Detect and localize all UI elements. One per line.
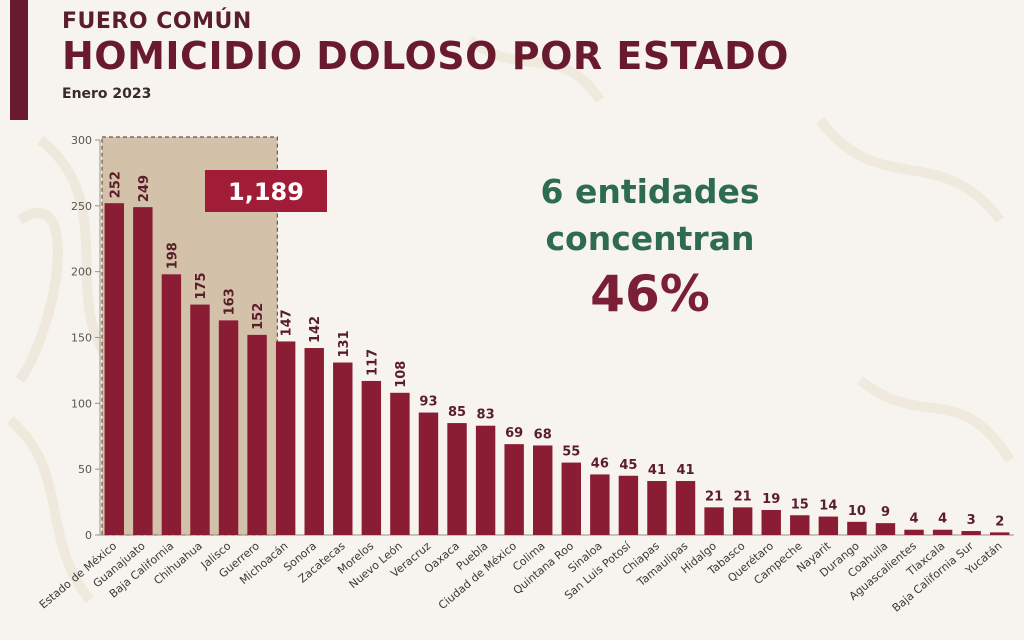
value-label: 108	[394, 361, 409, 388]
period-label: Enero 2023	[62, 86, 152, 102]
value-label: 15	[791, 497, 809, 512]
bar-3	[190, 304, 210, 535]
value-label: 198	[165, 242, 180, 269]
value-label: 249	[137, 175, 152, 202]
value-label: 2	[995, 514, 1004, 529]
value-label: 45	[619, 458, 637, 473]
y-tick-label: 300	[71, 134, 92, 147]
value-label: 21	[734, 489, 752, 504]
value-label: 68	[534, 427, 552, 442]
value-label: 9	[881, 505, 890, 520]
value-label: 3	[967, 513, 976, 528]
bar-6	[275, 341, 296, 535]
total-badge	[205, 170, 327, 212]
value-label: 46	[591, 456, 609, 471]
value-label: 152	[251, 303, 266, 330]
value-label: 147	[280, 309, 295, 336]
bar-9	[361, 380, 382, 535]
bar-22	[732, 507, 753, 535]
bar-30	[961, 531, 981, 535]
page-title: HOMICIDIO DOLOSO POR ESTADO	[62, 34, 789, 78]
header: FUERO COMÚN HOMICIDIO DOLOSO POR ESTADO …	[62, 9, 789, 103]
bar-17	[590, 474, 610, 535]
value-label: 85	[448, 405, 466, 420]
total-badge-label: 1,189	[228, 178, 304, 206]
value-label: 4	[910, 512, 919, 527]
bar-19	[647, 481, 667, 535]
bar-24	[790, 515, 810, 535]
bar-8	[333, 362, 353, 535]
bar-2	[161, 274, 182, 535]
value-label: 55	[562, 445, 580, 460]
bar-0	[104, 203, 124, 535]
y-tick-label: 200	[71, 266, 92, 279]
bar-28	[904, 529, 924, 535]
y-tick-label: 250	[71, 200, 92, 213]
concentration-note: 6 entidades concentran 46%	[500, 168, 800, 324]
value-label: 117	[365, 349, 380, 376]
note-line-1: 6 entidades	[540, 172, 760, 211]
value-label: 41	[676, 463, 694, 478]
bar-15	[533, 445, 553, 535]
bar-13	[475, 425, 496, 535]
bar-29	[932, 529, 953, 535]
y-tick-label: 0	[85, 529, 92, 542]
supertitle: FUERO COMÚN	[62, 9, 252, 34]
value-label: 69	[505, 426, 523, 441]
value-label: 14	[819, 499, 837, 514]
bar-4	[218, 320, 239, 535]
value-label: 41	[648, 463, 666, 478]
note-line-2: concentran	[545, 219, 755, 258]
value-label: 163	[223, 288, 238, 315]
bar-31	[990, 532, 1010, 535]
value-label: 4	[938, 512, 947, 527]
bar-10	[390, 392, 410, 535]
value-label: 83	[477, 408, 495, 423]
bar-11	[418, 412, 439, 535]
bar-18	[618, 475, 639, 535]
value-label: 93	[419, 395, 437, 410]
bar-14	[504, 444, 524, 535]
bar-12	[447, 423, 467, 535]
value-label: 252	[108, 171, 123, 198]
bar-23	[761, 509, 781, 535]
bar-5	[247, 334, 267, 535]
bar-25	[818, 516, 839, 535]
value-label: 175	[194, 272, 209, 299]
note-percent: 46%	[590, 265, 710, 323]
bar-27	[875, 523, 896, 535]
bar-26	[847, 521, 867, 535]
value-label: 19	[762, 492, 780, 507]
bar-21	[704, 507, 724, 535]
bar-7	[304, 348, 324, 535]
bar-20	[675, 481, 696, 535]
value-label: 142	[308, 316, 323, 343]
value-label: 131	[337, 330, 352, 357]
y-tick-label: 150	[71, 332, 92, 345]
accent-bar	[10, 0, 28, 120]
y-tick-label: 50	[78, 463, 92, 476]
value-label: 21	[705, 489, 723, 504]
bar-1	[133, 207, 153, 535]
y-tick-label: 100	[71, 397, 92, 410]
bar-16	[561, 462, 581, 535]
value-label: 10	[848, 504, 866, 519]
